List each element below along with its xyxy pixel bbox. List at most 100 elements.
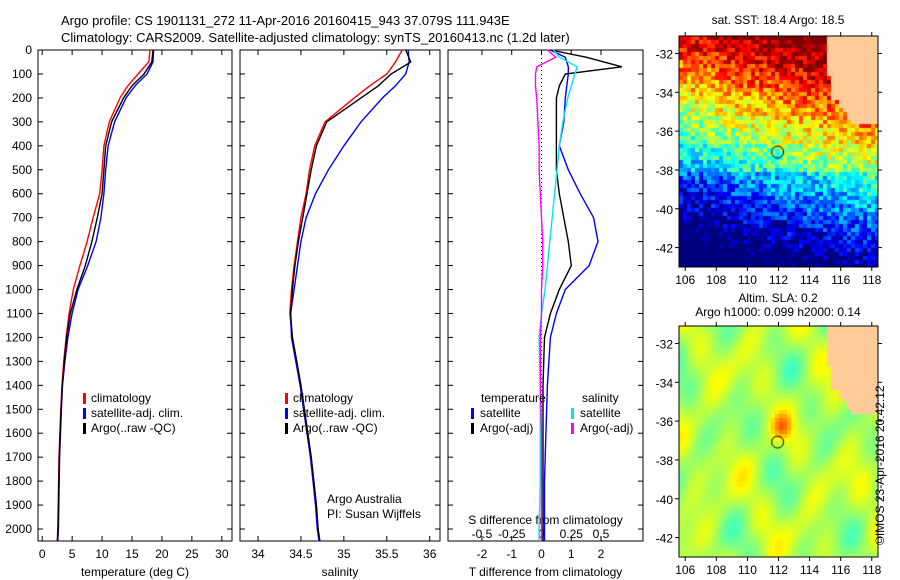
x-tick-label: 0 xyxy=(538,547,545,561)
credit-text: ©IMOS 23-Apr-2016 20:42:12 xyxy=(873,385,887,545)
title-line-1: Argo profile: CS 1901131_272 11-Apr-2016… xyxy=(61,13,510,28)
x2-axis-label: S difference from climatology xyxy=(468,513,623,527)
x-tick-label: -1 xyxy=(506,547,517,561)
map-x-tick-label: 106 xyxy=(675,273,695,287)
legend-label: Argo(-adj) xyxy=(580,421,633,435)
legend-label: Argo(..raw -QC) xyxy=(91,421,176,435)
y-tick-label: 200 xyxy=(12,91,32,105)
legend-label: Argo(-adj) xyxy=(480,421,533,435)
legend-title: temperature xyxy=(481,391,546,405)
legend-swatch xyxy=(285,393,288,404)
map-y-tick-label: -34 xyxy=(656,376,674,390)
legend-swatch xyxy=(83,393,86,404)
y-tick-label: 800 xyxy=(12,235,32,249)
legend-label: climatology xyxy=(293,391,353,405)
series-line-argo-raw-qc- xyxy=(289,49,412,542)
map-x-tick-label: 106 xyxy=(675,563,695,577)
map-x-tick-label: 112 xyxy=(769,273,788,287)
map-y-tick-label: -40 xyxy=(656,493,674,507)
legend-label: Argo(..raw -QC) xyxy=(293,421,378,435)
legend-swatch xyxy=(285,423,288,434)
x2-tick-label: -0.25 xyxy=(498,527,526,541)
x-axis-label: T difference from climatology xyxy=(469,565,623,579)
y-tick-label: 2000 xyxy=(5,522,32,536)
x-tick-label: 5 xyxy=(69,547,76,561)
plot-frame xyxy=(447,49,644,542)
y-tick-label: 1300 xyxy=(5,354,32,368)
x2-tick-label: -0.5 xyxy=(472,527,493,541)
y-tick-label: 100 xyxy=(12,67,32,81)
legend-swatch xyxy=(571,408,574,419)
y-tick-label: 1800 xyxy=(5,474,32,488)
y-tick-label: 500 xyxy=(12,163,32,177)
y-tick-label: 1500 xyxy=(5,402,32,416)
map-x-tick-label: 116 xyxy=(831,563,850,577)
y-tick-label: 1200 xyxy=(5,330,32,344)
legend-swatch xyxy=(471,408,474,419)
map-x-tick-label: 110 xyxy=(738,273,757,287)
legend-swatch xyxy=(285,408,288,419)
x-axis-label: salinity xyxy=(322,565,359,579)
map-y-tick-label: -38 xyxy=(656,164,674,178)
plot-frame xyxy=(239,49,441,542)
x-tick-label: 15 xyxy=(125,547,139,561)
y-tick-label: 600 xyxy=(12,187,32,201)
x-tick-label: 34.5 xyxy=(289,547,313,561)
map-x-tick-label: 118 xyxy=(862,563,881,577)
y-tick-label: 400 xyxy=(12,139,32,153)
x-tick-label: 35 xyxy=(337,547,351,561)
x-axis-label: temperature (deg C) xyxy=(81,565,189,579)
x-tick-label: 35.5 xyxy=(375,547,399,561)
map-y-tick-label: -42 xyxy=(656,242,674,256)
series-line-t-satellite xyxy=(543,49,599,541)
title-line-2: Climatology: CARS2009. Satellite-adjuste… xyxy=(61,30,570,45)
map-x-tick-label: 116 xyxy=(831,273,850,287)
y-tick-label: 1400 xyxy=(5,378,32,392)
legend-swatch xyxy=(83,423,86,434)
legend-label: satellite-adj. clim. xyxy=(91,406,183,420)
map-x-tick-label: 114 xyxy=(800,563,819,577)
y-tick-label: 1700 xyxy=(5,450,32,464)
y-tick-label: 1100 xyxy=(6,306,32,320)
y-tick-label: 300 xyxy=(12,115,32,129)
y-tick-label: 1900 xyxy=(5,498,32,512)
legend-swatch xyxy=(83,408,86,419)
plot-frame xyxy=(37,49,233,542)
map-y-tick-label: -42 xyxy=(656,532,674,546)
series-line-climatology xyxy=(56,49,151,542)
x-tick-label: 25 xyxy=(185,547,199,561)
map-x-tick-label: 108 xyxy=(706,273,726,287)
series-line-t-argo-adj- xyxy=(542,49,623,541)
x-tick-label: 2 xyxy=(598,547,605,561)
y-tick-label: 0 xyxy=(25,43,32,57)
x-tick-label: 10 xyxy=(95,547,109,561)
sla-map-image xyxy=(679,326,878,557)
annotation-text: PI: Susan Wijffels xyxy=(327,507,421,521)
x-tick-label: 0 xyxy=(39,547,46,561)
map-x-tick-label: 114 xyxy=(800,273,819,287)
x-tick-label: 36 xyxy=(423,547,437,561)
sst-map-title: sat. SST: 18.4 Argo: 18.5 xyxy=(712,13,845,27)
map-y-tick-label: -40 xyxy=(656,203,674,217)
map-y-tick-label: -36 xyxy=(656,415,674,429)
y-tick-label: 700 xyxy=(12,211,32,225)
y-tick-label: 1000 xyxy=(5,283,32,297)
map-y-tick-label: -38 xyxy=(656,454,674,468)
y-tick-label: 900 xyxy=(12,259,32,273)
x-tick-label: 1 xyxy=(568,547,575,561)
sla-map-title: Altim. SLA: 0.2 xyxy=(738,291,818,305)
map-x-tick-label: 118 xyxy=(862,273,881,287)
series-line-s-argo-adj- xyxy=(534,49,558,541)
x2-tick-label: 0.5 xyxy=(593,527,610,541)
x2-tick-label: 0.25 xyxy=(560,527,584,541)
legend-title: salinity xyxy=(582,391,619,405)
series-line-satellite-adj-clim- xyxy=(289,49,410,542)
sst-map-image xyxy=(679,36,878,267)
legend-swatch xyxy=(571,423,574,434)
legend-label: climatology xyxy=(91,391,151,405)
x-tick-label: -2 xyxy=(477,547,488,561)
annotation-text: Argo Australia xyxy=(327,492,402,506)
legend-label: satellite xyxy=(580,406,621,420)
map-x-tick-label: 112 xyxy=(769,563,788,577)
map-y-tick-label: -32 xyxy=(656,47,674,61)
